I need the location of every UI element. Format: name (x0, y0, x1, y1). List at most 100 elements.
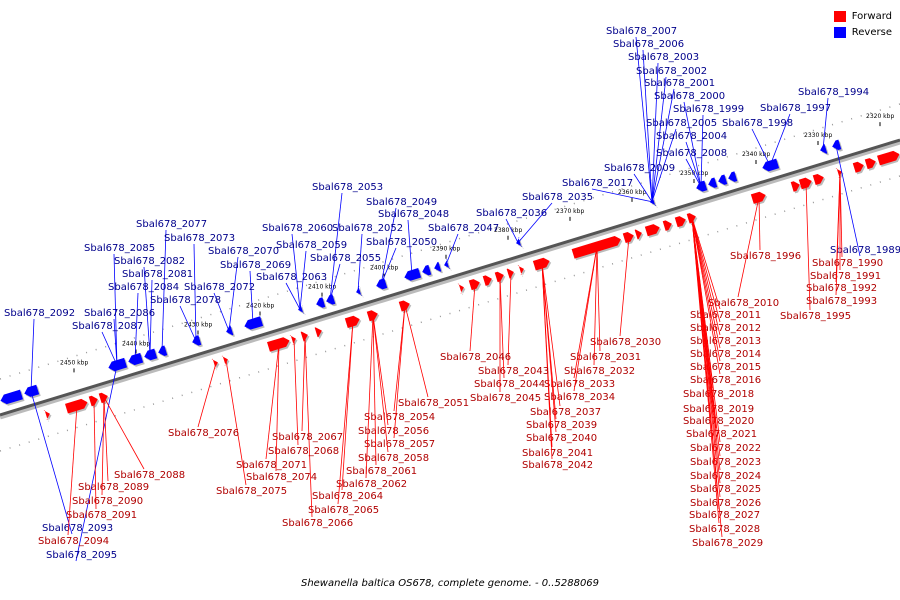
leader-line (499, 276, 505, 379)
gene-label: Sbal678_2088 (114, 470, 185, 481)
forward-gene-arrow (644, 224, 662, 238)
gene-label: Sbal678_2044 (474, 379, 545, 390)
leader-line (275, 343, 280, 472)
gene-label: Sbal678_2055 (310, 253, 381, 264)
leader-line (407, 219, 413, 276)
leader-line (30, 318, 35, 392)
gene-label: Sbal678_2061 (346, 466, 417, 477)
gene-label: Sbal678_2041 (522, 448, 593, 459)
gene-label: Sbal678_2009 (604, 163, 675, 174)
forward-gene-arrow (366, 310, 380, 323)
gene-label: Sbal678_2011 (690, 310, 761, 321)
gene-label: Sbal678_2071 (236, 460, 307, 471)
reverse-gene-arrow (434, 261, 443, 274)
leader-line (293, 339, 299, 446)
gene-label: Sbal678_2030 (590, 337, 661, 348)
forward-gene-arrow (300, 331, 310, 344)
gene-label: Sbal678_2056 (358, 426, 429, 437)
leader-line (691, 217, 721, 310)
gene-label: Sbal678_2068 (268, 446, 339, 457)
leader-line (633, 173, 653, 202)
leader-line (197, 362, 217, 428)
forward-gene-arrow (65, 398, 90, 416)
leader-line (143, 266, 151, 356)
leader-line (685, 141, 702, 187)
leader-line (225, 359, 247, 486)
leader-line (505, 218, 519, 243)
gene-label: Sbal678_2012 (690, 323, 761, 334)
leader-line (758, 197, 761, 251)
leader-line (835, 145, 861, 257)
gene-label: Sbal678_2048 (378, 209, 449, 220)
gene-label: Sbal678_2090 (72, 496, 143, 507)
axis-tick-label: 2330 kbp (804, 132, 832, 139)
gene-label: Sbal678_2017 (562, 178, 633, 189)
forward-gene-arrow (211, 358, 220, 371)
leader-line (161, 229, 167, 352)
gene-label: Sbal678_1999 (673, 104, 744, 115)
leader-line (651, 62, 659, 202)
gene-label: Sbal678_2084 (108, 282, 179, 293)
gene-label: Sbal678_2095 (46, 550, 117, 561)
forward-gene-arrow (571, 235, 623, 261)
gene-label: Sbal678_2058 (358, 453, 429, 464)
gene-label: Sbal678_2033 (544, 379, 615, 390)
gene-label: Sbal678_2029 (692, 538, 763, 549)
leader-line (469, 283, 476, 352)
gene-label: Sbal678_2003 (628, 52, 699, 63)
reverse-gene-arrow (298, 303, 306, 316)
leader-line (404, 305, 429, 398)
leader-line (822, 97, 829, 150)
gene-label: Sbal678_2069 (220, 260, 291, 271)
leader-line (113, 318, 118, 366)
leader-line (337, 321, 354, 505)
legend-forward: Forward (833, 8, 892, 24)
gene-label: Sbal678_1995 (780, 311, 851, 322)
leader-line (291, 233, 301, 310)
axis-tick-label: 2420 kbp (246, 303, 274, 310)
gene-label: Sbal678_2085 (84, 243, 155, 254)
reverse-gene-arrow (516, 237, 524, 249)
gene-label: Sbal678_2094 (38, 536, 109, 547)
leader-line (445, 233, 459, 265)
gene-label: Sbal678_2016 (690, 375, 761, 386)
gene-label: Sbal678_2077 (136, 219, 207, 230)
reverse-gene-arrow (444, 259, 452, 271)
gene-label: Sbal678_2028 (689, 524, 760, 535)
leader-line (179, 305, 197, 342)
axis-tick-label: 2430 kbp (184, 322, 212, 329)
leader-line (541, 263, 553, 460)
leader-line (691, 217, 721, 349)
forward-gene-arrow (468, 279, 482, 292)
gene-label: Sbal678_2027 (689, 510, 760, 521)
reverse-gene-arrow (820, 143, 829, 156)
gene-label: Sbal678_1994 (798, 87, 869, 98)
leader-line (507, 272, 512, 366)
gene-label: Sbal678_2039 (526, 420, 597, 431)
legend-reverse: Reverse (833, 24, 892, 40)
leader-line (805, 182, 811, 311)
reverse-gene-arrow (226, 325, 235, 337)
gene-label: Sbal678_2054 (364, 412, 435, 423)
forward-gene-arrow (267, 337, 292, 354)
gene-label: Sbal678_2034 (544, 392, 615, 403)
gene-label: Sbal678_2046 (440, 352, 511, 363)
gene-label: Sbal678_2081 (122, 269, 193, 280)
gene-label: Sbal678_2087 (72, 321, 143, 332)
leader-line (329, 263, 341, 301)
axis-tick-label: 2360 kbp (618, 189, 646, 196)
forward-gene-arrow (662, 220, 674, 233)
gene-label: Sbal678_2040 (526, 433, 597, 444)
gene-label: Sbal678_2002 (636, 66, 707, 77)
caption: Shewanella baltica OS678, complete genom… (300, 578, 600, 589)
gene-label: Sbal678_2047 (428, 223, 499, 234)
forward-gene-arrow (98, 392, 110, 405)
gene-label: Sbal678_2000 (654, 91, 725, 102)
gene-label: Sbal678_2037 (530, 407, 601, 418)
gene-label: Sbal678_2082 (114, 256, 185, 267)
gene-label: Sbal678_2019 (683, 404, 754, 415)
forward-gene-arrow (314, 327, 324, 339)
gene-label: Sbal678_2013 (690, 336, 761, 347)
leader-line (149, 279, 153, 356)
backbone-shadow (0, 139, 900, 420)
